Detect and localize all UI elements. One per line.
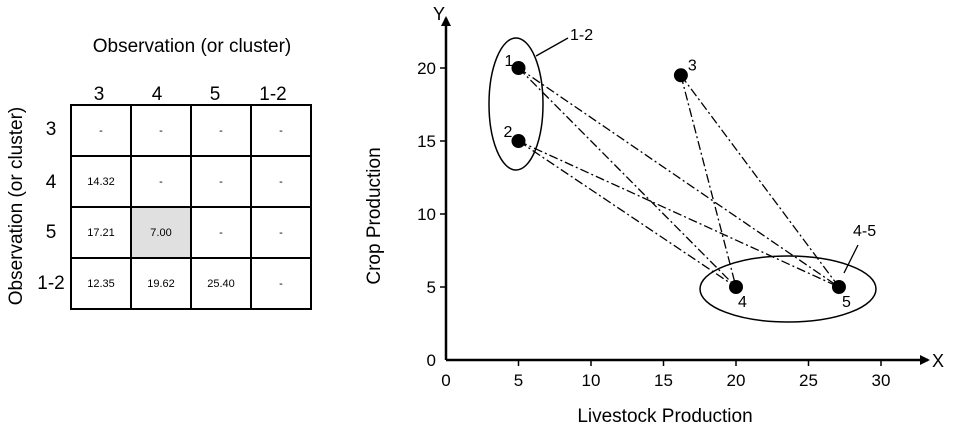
x-tick-label: 5 xyxy=(514,371,523,390)
point-4 xyxy=(729,280,743,294)
matrix-row-header-3: 3 xyxy=(45,119,57,140)
matrix-cell: - xyxy=(70,104,132,157)
link-3-5 xyxy=(680,74,840,288)
cluster-label-4-5: 4-5 xyxy=(853,223,876,240)
y-tick-label: 5 xyxy=(427,278,436,297)
matrix-cell: - xyxy=(250,155,312,208)
x-tick-label: 10 xyxy=(582,371,601,390)
links-layer xyxy=(518,67,840,288)
matrix-cell: - xyxy=(130,104,192,157)
point-3 xyxy=(673,68,688,83)
y-tick-label: 0 xyxy=(427,351,436,370)
matrix-row: 12.35 19.62 25.40 - xyxy=(70,257,312,310)
axes-layer: X Y Livestock Production Crop Production xyxy=(364,4,944,427)
x-tick-label: 20 xyxy=(727,371,746,390)
matrix-row-axis-title: Observation (or cluster) xyxy=(6,106,27,306)
matrix-row-header-4: 4 xyxy=(45,172,57,193)
link-1-5 xyxy=(518,67,840,288)
point-5 xyxy=(831,280,846,294)
clusters-layer: 1-2 4-5 xyxy=(488,27,877,323)
point-1 xyxy=(511,61,526,75)
matrix-cell: 12.35 xyxy=(70,257,132,310)
matrix-cell-highlighted: 7.00 xyxy=(130,206,192,259)
y-tick-label: 15 xyxy=(417,132,436,151)
y-tick-label: 20 xyxy=(417,59,436,78)
point-label-1: 1 xyxy=(505,53,514,70)
point-label-5: 5 xyxy=(842,294,851,311)
x-tick-label: 0 xyxy=(441,371,450,390)
scatter-plot: 1-2 4-5 X Y Livestock Production Crop Pro… xyxy=(364,4,944,427)
cluster-label-1-2: 1-2 xyxy=(570,27,593,44)
matrix-cell: - xyxy=(250,257,312,310)
x-axis-letter: X xyxy=(932,351,944,371)
point-label-3: 3 xyxy=(688,57,697,74)
points-layer: 1 2 3 4 5 xyxy=(504,53,851,311)
distance-matrix-panel: Observation (or cluster) Observation (or… xyxy=(0,0,330,432)
matrix-cell: - xyxy=(250,206,312,259)
matrix-cell: - xyxy=(190,104,252,157)
distance-matrix-table: - - - - 14.32 - - - 17.21 7.00 - - 12.35… xyxy=(70,104,312,310)
matrix-row-header-1-2: 1-2 xyxy=(37,273,65,294)
matrix-col-header-1-2: 1-2 xyxy=(259,84,287,105)
link-2-5 xyxy=(518,140,840,288)
matrix-cell: - xyxy=(190,206,252,259)
cluster-ellipse-1-2 xyxy=(488,37,544,171)
matrix-cell: - xyxy=(190,155,252,208)
point-label-2: 2 xyxy=(504,124,513,141)
link-1-4 xyxy=(518,67,737,288)
y-axis-label: Crop Production xyxy=(364,147,385,284)
cluster-ellipse-4-5 xyxy=(699,255,877,323)
matrix-row: 17.21 7.00 - - xyxy=(70,206,312,259)
matrix-cell: - xyxy=(130,155,192,208)
y-axis-letter: Y xyxy=(433,4,445,24)
matrix-cell: 25.40 xyxy=(190,257,252,310)
matrix-column-axis-title: Observation (or cluster) xyxy=(92,36,292,57)
matrix-row: 14.32 - - - xyxy=(70,155,312,208)
cluster-callout-4-5 xyxy=(843,244,859,274)
matrix-col-header-3: 3 xyxy=(93,84,105,105)
matrix-row-header-5: 5 xyxy=(45,222,57,243)
matrix-cell: 14.32 xyxy=(70,155,132,208)
matrix-col-header-5: 5 xyxy=(209,84,221,105)
x-tick-label: 25 xyxy=(799,371,818,390)
matrix-col-header-4: 4 xyxy=(151,84,163,105)
matrix-row: - - - - xyxy=(70,104,312,157)
link-3-4 xyxy=(680,75,737,288)
x-tick-label: 15 xyxy=(654,371,673,390)
matrix-cell: 17.21 xyxy=(70,206,132,259)
cluster-callout-1-2 xyxy=(535,37,569,57)
point-2 xyxy=(511,134,526,148)
point-label-4: 4 xyxy=(738,294,747,311)
x-tick-label: 30 xyxy=(872,371,891,390)
y-tick-label: 10 xyxy=(417,205,436,224)
matrix-cell: - xyxy=(250,104,312,157)
x-axis-label: Livestock Production xyxy=(577,406,752,427)
matrix-cell: 19.62 xyxy=(130,257,192,310)
